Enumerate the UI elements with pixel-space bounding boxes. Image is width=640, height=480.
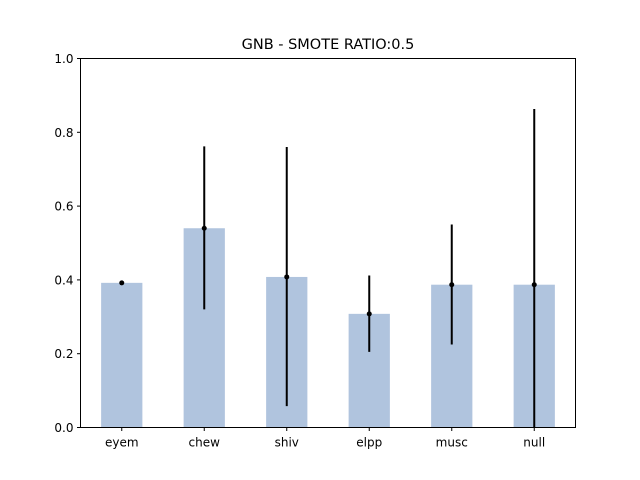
x-tick-label-null: null [523, 436, 545, 450]
error-bars-group [119, 109, 537, 428]
mean-point-null [531, 282, 537, 288]
bar-eyem [101, 282, 143, 428]
y-tick-label: 0.0 [54, 421, 73, 435]
y-axis: 0.0 0.2 0.4 0.6 0.8 1.0 [54, 52, 81, 435]
y-tick-label: 0.4 [54, 273, 73, 287]
y-tick-label: 1.0 [54, 52, 73, 66]
y-tick-label: 0.8 [54, 126, 73, 140]
y-tick-label: 0.6 [54, 200, 73, 214]
x-axis: eyem chew shiv elpp musc null [105, 427, 545, 450]
x-tick-label-shiv: shiv [275, 436, 299, 450]
bars-group [101, 228, 555, 428]
x-tick-label-elpp: elpp [356, 436, 382, 450]
x-tick-label-eyem: eyem [105, 436, 139, 450]
mean-point-eyem [119, 280, 125, 286]
y-tick-label: 0.2 [54, 347, 73, 361]
plot-frame [80, 58, 576, 428]
mean-point-shiv [284, 274, 290, 280]
mean-point-chew [201, 225, 207, 231]
mean-point-musc [449, 282, 455, 288]
mean-point-elpp [366, 311, 372, 317]
chart-title: GNB - SMOTE RATIO:0.5 [242, 37, 415, 53]
x-tick-label-musc: musc [436, 436, 468, 450]
x-tick-label-chew: chew [189, 436, 221, 450]
